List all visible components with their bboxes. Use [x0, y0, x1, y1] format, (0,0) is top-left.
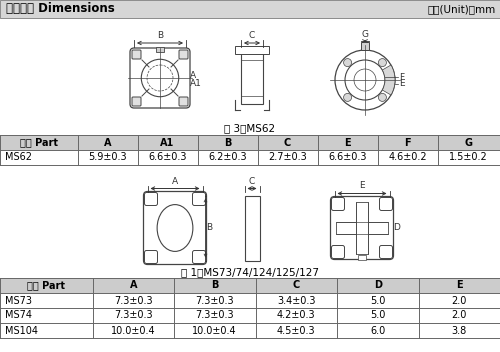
Text: 2.0: 2.0 — [452, 295, 467, 306]
Text: 3.8: 3.8 — [452, 326, 467, 335]
Text: D: D — [374, 281, 382, 290]
Text: MS62: MS62 — [5, 152, 32, 163]
Bar — [235, 46, 269, 54]
Text: 5.0: 5.0 — [370, 310, 386, 321]
Text: A1: A1 — [160, 138, 174, 147]
FancyBboxPatch shape — [144, 191, 206, 264]
Text: 3.4±0.3: 3.4±0.3 — [277, 295, 316, 306]
FancyBboxPatch shape — [380, 245, 392, 258]
Text: F: F — [404, 138, 411, 147]
Bar — [0, 278, 500, 338]
Bar — [336, 222, 388, 234]
FancyBboxPatch shape — [330, 196, 394, 259]
FancyBboxPatch shape — [130, 48, 190, 108]
Text: 1.5±0.2: 1.5±0.2 — [450, 152, 488, 163]
Text: 4.5±0.3: 4.5±0.3 — [277, 326, 316, 335]
Bar — [0, 278, 500, 293]
Text: E: E — [399, 80, 404, 88]
Bar — [244, 195, 260, 260]
FancyBboxPatch shape — [144, 251, 158, 264]
Bar — [0, 0, 500, 18]
Text: 7.3±0.3: 7.3±0.3 — [196, 295, 234, 306]
Text: 5.9±0.3: 5.9±0.3 — [88, 152, 127, 163]
Text: 图 3：MS62: 图 3：MS62 — [224, 123, 276, 133]
Text: A: A — [130, 281, 137, 290]
Text: B: B — [224, 138, 231, 147]
Text: E: E — [344, 138, 351, 147]
Text: 型号 Part: 型号 Part — [20, 138, 58, 147]
Text: 10.0±0.4: 10.0±0.4 — [111, 326, 156, 335]
Text: 4.2±0.3: 4.2±0.3 — [277, 310, 316, 321]
Bar — [356, 202, 368, 254]
Text: E: E — [456, 281, 462, 290]
Text: MS73: MS73 — [5, 295, 32, 306]
FancyBboxPatch shape — [179, 97, 188, 106]
Text: MS74: MS74 — [5, 310, 32, 321]
Text: 7.3±0.3: 7.3±0.3 — [196, 310, 234, 321]
Text: E: E — [359, 182, 365, 190]
FancyBboxPatch shape — [132, 50, 141, 59]
Text: 6.0: 6.0 — [370, 326, 386, 335]
Text: 5.0: 5.0 — [370, 295, 386, 306]
Text: MS104: MS104 — [5, 326, 38, 335]
Text: 2.7±0.3: 2.7±0.3 — [268, 152, 307, 163]
Text: G: G — [465, 138, 473, 147]
Text: 2.0: 2.0 — [452, 310, 467, 321]
Circle shape — [344, 93, 351, 101]
FancyBboxPatch shape — [179, 50, 188, 59]
Bar — [0, 135, 500, 150]
Text: B: B — [206, 224, 212, 233]
Text: 4.6±0.2: 4.6±0.2 — [388, 152, 427, 163]
Text: C: C — [284, 138, 291, 147]
Text: B: B — [211, 281, 218, 290]
Text: F: F — [399, 73, 404, 82]
FancyBboxPatch shape — [332, 245, 344, 258]
FancyBboxPatch shape — [192, 193, 205, 206]
FancyBboxPatch shape — [144, 193, 158, 206]
Text: 7.3±0.3: 7.3±0.3 — [114, 295, 152, 306]
FancyBboxPatch shape — [380, 197, 392, 210]
Text: C: C — [292, 281, 300, 290]
Text: 外形尺寸 Dimensions: 外形尺寸 Dimensions — [6, 2, 115, 15]
Text: 型号 Part: 型号 Part — [27, 281, 65, 290]
Text: C: C — [249, 31, 255, 40]
Text: B: B — [157, 31, 163, 40]
Text: 10.0±0.4: 10.0±0.4 — [192, 326, 237, 335]
Text: C: C — [249, 176, 255, 186]
FancyBboxPatch shape — [192, 251, 205, 264]
Text: G: G — [362, 30, 368, 39]
Text: D: D — [394, 224, 400, 233]
Bar — [156, 47, 164, 52]
Text: 单位(Unit)：mm: 单位(Unit)：mm — [428, 4, 496, 14]
Text: 6.6±0.3: 6.6±0.3 — [148, 152, 187, 163]
Text: 7.3±0.3: 7.3±0.3 — [114, 310, 152, 321]
Bar — [241, 52, 263, 104]
Text: 图 1：MS73/74/124/125/127: 图 1：MS73/74/124/125/127 — [181, 267, 319, 277]
Text: A: A — [172, 176, 178, 186]
Text: A: A — [104, 138, 111, 147]
Bar — [0, 135, 500, 165]
FancyBboxPatch shape — [332, 197, 344, 210]
Circle shape — [344, 58, 351, 67]
Text: 6.6±0.3: 6.6±0.3 — [328, 152, 367, 163]
Circle shape — [378, 93, 386, 101]
Wedge shape — [382, 65, 395, 95]
Text: A1: A1 — [190, 78, 202, 88]
Circle shape — [378, 58, 386, 67]
FancyBboxPatch shape — [132, 97, 141, 106]
Text: A: A — [190, 71, 196, 81]
Bar — [358, 254, 366, 259]
Bar — [361, 42, 369, 50]
Text: 6.2±0.3: 6.2±0.3 — [208, 152, 247, 163]
